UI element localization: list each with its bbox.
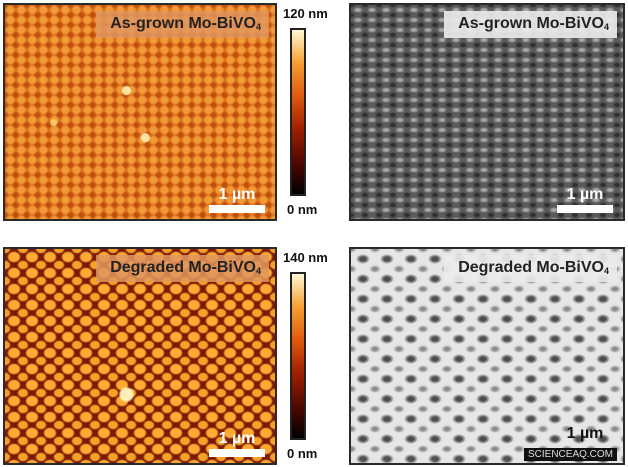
sem-image-degraded: Degraded Mo-BiVO4 1 µm SCIENCEAQ.COM bbox=[349, 247, 625, 465]
watermark: SCIENCEAQ.COM bbox=[523, 448, 617, 461]
scale-bar: 1 µm bbox=[209, 430, 265, 457]
colorbar-min-label: 0 nm bbox=[287, 202, 318, 217]
scale-bar-line bbox=[209, 205, 265, 213]
colorbar-max-label: 120 nm bbox=[283, 6, 328, 21]
panel-label: As-grown Mo-BiVO4 bbox=[96, 11, 269, 38]
colorbar-max-label: 140 nm bbox=[283, 250, 328, 265]
panel-label: Degraded Mo-BiVO4 bbox=[444, 255, 617, 282]
scale-bar-line bbox=[557, 205, 613, 213]
height-colorbar bbox=[290, 28, 306, 196]
scale-bar-label: 1 µm bbox=[218, 430, 256, 447]
scale-bar-label: 1 µm bbox=[218, 186, 256, 203]
panel-label: As-grown Mo-BiVO4 bbox=[444, 11, 617, 38]
height-colorbar bbox=[290, 272, 306, 440]
panel-label: Degraded Mo-BiVO4 bbox=[96, 255, 269, 282]
colorbar-min-label: 0 nm bbox=[287, 446, 318, 461]
scale-bar: 1 µm bbox=[209, 186, 265, 213]
sem-image-as-grown: As-grown Mo-BiVO4 1 µm bbox=[349, 3, 625, 221]
scale-bar-label: 1 µm bbox=[566, 425, 604, 442]
afm-image-as-grown: As-grown Mo-BiVO4 1 µm bbox=[3, 3, 277, 221]
scale-bar-line bbox=[209, 449, 265, 457]
scale-bar: 1 µm bbox=[557, 425, 613, 443]
scale-bar: 1 µm bbox=[557, 186, 613, 213]
afm-image-degraded: Degraded Mo-BiVO4 1 µm bbox=[3, 247, 277, 465]
scale-bar-label: 1 µm bbox=[566, 186, 604, 203]
